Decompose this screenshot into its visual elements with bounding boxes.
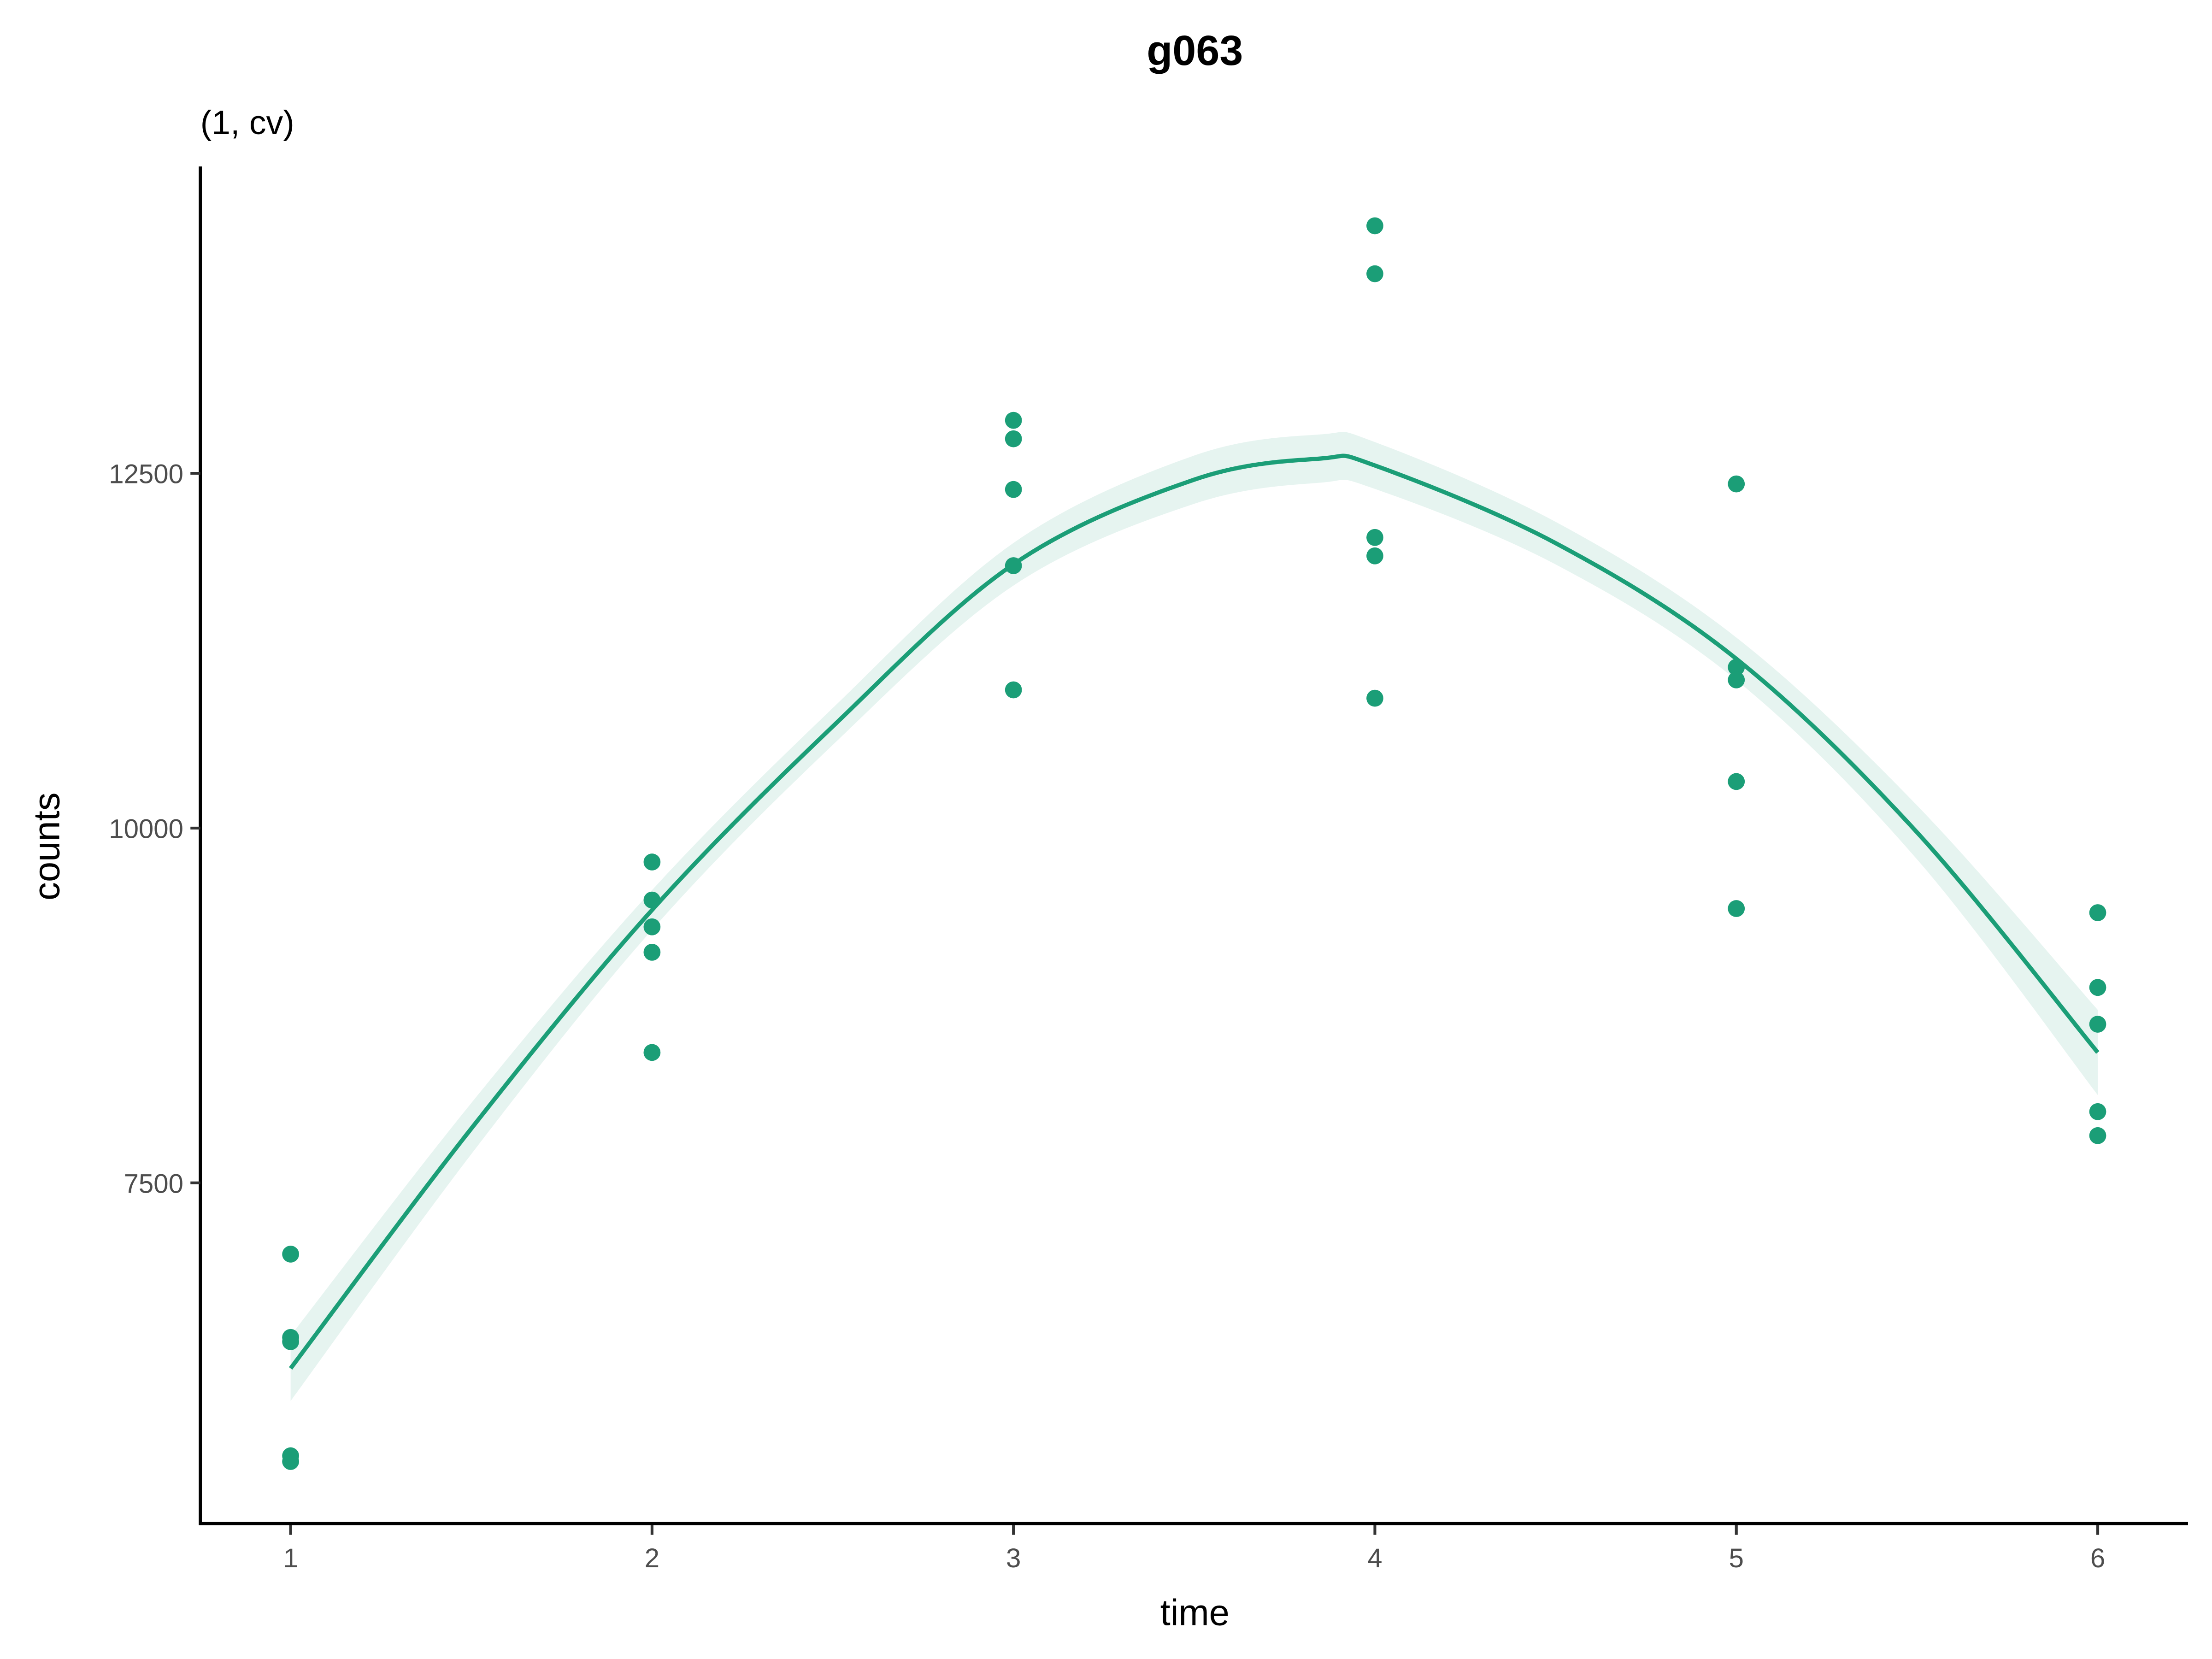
x-tick-label: 4 — [1367, 1543, 1382, 1573]
data-point — [1728, 671, 1745, 688]
chart-subtitle: (1, cv) — [200, 103, 294, 141]
data-point — [1366, 547, 1383, 565]
data-point — [1366, 217, 1383, 235]
data-point — [1366, 689, 1383, 707]
x-tick-label: 6 — [2090, 1543, 2105, 1573]
data-point — [2089, 1127, 2106, 1144]
data-point — [1728, 475, 1745, 493]
data-point — [1366, 265, 1383, 282]
confidence-band-group — [290, 432, 2098, 1401]
data-point — [1366, 529, 1383, 546]
data-point — [1005, 481, 1022, 498]
data-point — [2089, 904, 2106, 921]
y-tick-label: 10000 — [109, 814, 183, 844]
y-axis-label: counts — [26, 793, 67, 900]
data-point — [1728, 659, 1745, 676]
data-point — [2089, 1103, 2106, 1120]
points-group — [282, 217, 2106, 1470]
chart-title: g063 — [1147, 27, 1243, 74]
data-point — [1728, 900, 1745, 917]
x-ticks: 1 2 3 4 5 6 — [283, 1525, 2105, 1573]
y-ticks: 7500 10000 12500 — [109, 459, 200, 1199]
data-point — [282, 1453, 299, 1470]
data-point — [2089, 1016, 2106, 1033]
x-tick-label: 2 — [645, 1543, 659, 1573]
fit-line-group — [288, 453, 2100, 1370]
data-point — [1728, 773, 1745, 790]
y-tick-label: 7500 — [124, 1169, 183, 1199]
data-point — [643, 944, 661, 961]
data-point — [1005, 557, 1022, 574]
data-point — [1005, 412, 1022, 429]
data-point — [282, 1246, 299, 1263]
fit-line — [288, 453, 2100, 1370]
data-point — [282, 1333, 299, 1350]
data-point — [643, 891, 661, 909]
confidence-band — [290, 432, 2098, 1401]
data-point — [643, 918, 661, 935]
y-tick-label: 12500 — [109, 459, 183, 489]
x-tick-label: 5 — [1729, 1543, 1744, 1573]
x-tick-label: 3 — [1006, 1543, 1021, 1573]
data-point — [1005, 430, 1022, 447]
data-point — [1005, 681, 1022, 699]
x-tick-label: 1 — [283, 1543, 298, 1573]
data-point — [643, 853, 661, 871]
data-point — [2089, 979, 2106, 996]
x-axis-label: time — [1160, 1592, 1230, 1633]
data-point — [643, 1044, 661, 1061]
